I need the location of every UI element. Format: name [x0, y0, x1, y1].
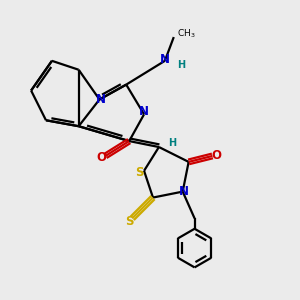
Text: N: N [179, 185, 189, 198]
Text: S: S [125, 215, 134, 228]
Text: N: N [96, 93, 106, 106]
Text: N: N [139, 105, 149, 118]
Text: H: H [168, 138, 176, 148]
Text: S: S [135, 166, 144, 179]
Text: N: N [160, 53, 170, 66]
Text: O: O [212, 149, 222, 162]
Text: H: H [177, 60, 185, 70]
Text: CH$_3$: CH$_3$ [177, 28, 195, 40]
Text: O: O [96, 151, 106, 164]
